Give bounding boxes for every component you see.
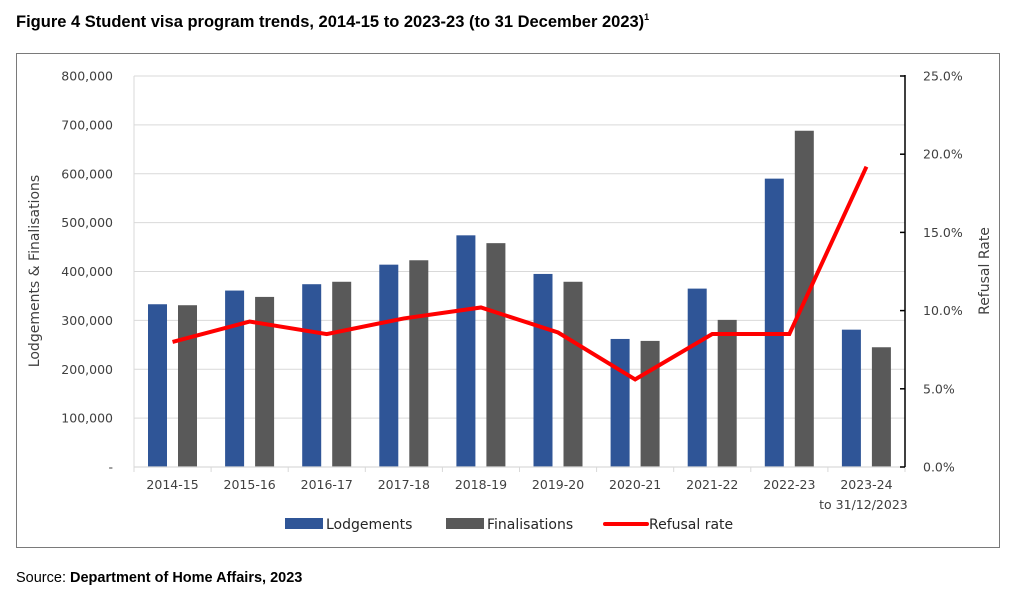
lodgements-bar-2023-24	[841, 329, 861, 467]
y-axis-right-ticks: 0.0% 5.0% 10.0% 15.0% 20.0% 25.0%	[923, 69, 963, 475]
y-tick-label-right: 0.0%	[923, 460, 955, 475]
x-tick-label: 2023-24	[840, 477, 892, 492]
gridlines	[134, 75, 905, 419]
y-axis-right-title: Refusal Rate	[977, 227, 993, 315]
y-tick-label-left: 600,000	[61, 166, 113, 181]
source-label: Source:	[16, 570, 66, 586]
y-tick-label-left: 200,000	[61, 362, 113, 377]
lodgements-bar-2014-15	[148, 304, 167, 467]
refusal-rate-line	[172, 165, 869, 382]
y-tick-label-right: 10.0%	[923, 303, 963, 318]
x-tick-label: 2018-19	[455, 477, 507, 492]
y-tick-label-left: 400,000	[61, 264, 113, 279]
finalisations-bar-2017-18	[409, 260, 429, 467]
lodgements-bar-2016-17	[302, 284, 322, 467]
y-tick-label-left: 300,000	[61, 313, 113, 328]
lodgements-bar-2019-20	[533, 273, 553, 467]
x-tick-label: 2017-18	[378, 477, 430, 492]
chart-frame	[16, 53, 1000, 548]
x-tick-label: 2021-22	[686, 477, 738, 492]
y-tick-label-right: 5.0%	[923, 381, 955, 396]
x-tick-label: 2020-21	[609, 477, 661, 492]
finalisations-bar-2014-15	[178, 305, 197, 467]
y-axis-left-title: Lodgements & Finalisations	[27, 175, 43, 367]
y-axis-left-ticks: - 100,000 200,000 300,000 400,000 500,000 600,…	[61, 69, 113, 475]
x-axis-ticks: 2014-15 2015-16 2016-17 2017-18 2018-19 2019-…	[146, 477, 907, 512]
finalisations-bar-2018-19	[486, 243, 506, 467]
figure-title: Figure 4 Student visa program trends, 20…	[16, 12, 649, 32]
y-tick-label-right: 20.0%	[923, 147, 963, 162]
finalisations-bar-2023-24	[871, 347, 891, 467]
lodgements-bar-2018-19	[456, 235, 476, 467]
y-tick-label-left: 800,000	[61, 69, 113, 84]
legend: Lodgements Finalisations Refusal rate	[285, 517, 733, 533]
y-tick-label-left: -	[108, 460, 113, 475]
legend-swatch-lodgements	[285, 518, 323, 529]
lodgements-bar-2021-22	[687, 288, 707, 467]
y-tick-label-right: 15.0%	[923, 225, 963, 240]
x-tick-label: 2016-17	[301, 477, 353, 492]
bars	[148, 130, 891, 468]
figure-title-text: Figure 4 Student visa program trends, 20…	[16, 13, 645, 31]
lodgements-bar-2015-16	[225, 290, 245, 467]
y-tick-label-right: 25.0%	[923, 69, 963, 84]
refusal-rate-line-group	[172, 165, 869, 382]
finalisations-bar-2021-22	[717, 319, 737, 467]
finalisations-bar-2020-21	[640, 340, 660, 467]
x-tick-label: 2014-15	[146, 477, 198, 492]
y-tick-label-left: 700,000	[61, 117, 113, 132]
x-tick-label: 2015-16	[224, 477, 276, 492]
lodgements-bar-2022-23	[764, 178, 784, 467]
legend-label-finalisations: Finalisations	[487, 517, 573, 533]
lodgements-bar-2020-21	[610, 338, 630, 467]
axes	[133, 75, 906, 472]
x-tick-label: 2022-23	[763, 477, 815, 492]
source-note: Source: Department of Home Affairs, 2023	[16, 570, 302, 586]
x-tick-sublabel: to 31/12/2023	[819, 497, 908, 512]
lodgements-bar-2017-18	[379, 264, 399, 467]
x-tick-label: 2019-20	[532, 477, 584, 492]
finalisations-bar-2015-16	[255, 296, 275, 467]
footnote-marker: 1	[644, 12, 650, 22]
legend-label-lodgements: Lodgements	[326, 517, 412, 533]
legend-label-refusal-rate: Refusal rate	[649, 517, 733, 533]
y-tick-label-left: 100,000	[61, 411, 113, 426]
legend-swatch-finalisations	[446, 518, 484, 529]
y-tick-label-left: 500,000	[61, 215, 113, 230]
finalisations-bar-2019-20	[563, 281, 583, 467]
source-value: Department of Home Affairs, 2023	[70, 570, 303, 586]
finalisations-bar-2016-17	[332, 281, 352, 467]
